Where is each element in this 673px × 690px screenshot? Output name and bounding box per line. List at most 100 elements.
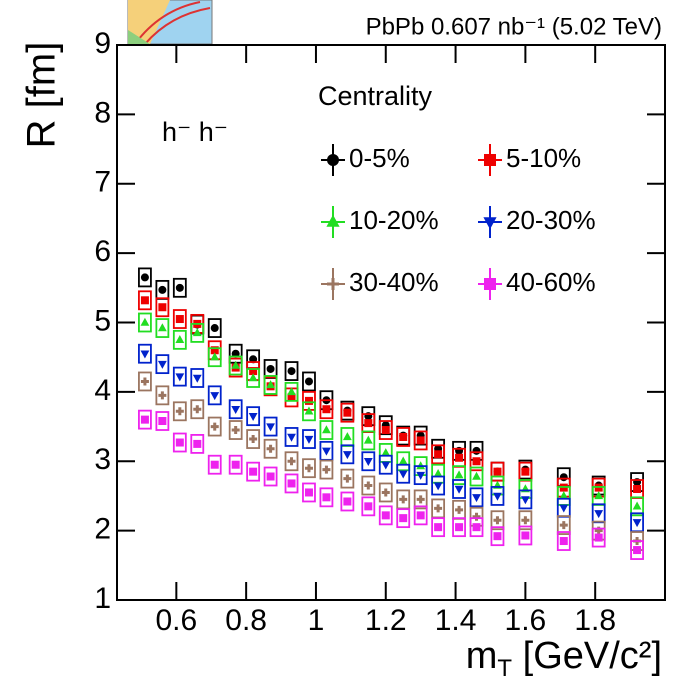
logo <box>127 0 213 45</box>
annotation: h⁻ h⁻ <box>162 117 228 147</box>
marker <box>381 511 390 520</box>
marker <box>472 446 481 455</box>
marker <box>363 458 373 467</box>
systematic-box <box>172 329 187 350</box>
systematic-box <box>207 385 222 406</box>
marker <box>140 296 149 305</box>
systematic-box <box>138 312 152 333</box>
marker <box>484 154 496 166</box>
marker <box>287 479 296 488</box>
x-tick-label: 1.2 <box>365 604 407 637</box>
y-tick-label: 9 <box>94 27 111 60</box>
marker <box>472 523 481 532</box>
marker <box>433 482 443 491</box>
marker <box>559 521 568 530</box>
marker <box>192 328 202 337</box>
systematic-box <box>452 465 466 486</box>
systematic-box <box>302 401 316 422</box>
marker <box>416 471 426 480</box>
marker <box>472 457 481 466</box>
systematic-box <box>228 420 243 440</box>
marker <box>381 448 391 457</box>
marker <box>416 511 425 520</box>
marker <box>158 391 167 400</box>
marker <box>322 465 331 474</box>
legend-label: 40-60% <box>506 267 596 297</box>
systematic-box <box>518 525 533 546</box>
systematic-box <box>396 508 411 529</box>
marker <box>343 474 352 483</box>
systematic-box <box>319 459 334 480</box>
y-tick-label: 4 <box>94 374 111 407</box>
systematic-box <box>413 505 428 526</box>
marker <box>633 485 642 493</box>
marker <box>434 450 443 459</box>
systematic-box <box>431 475 446 496</box>
marker <box>322 425 331 434</box>
systematic-box <box>340 468 355 489</box>
y-tick-label: 2 <box>94 513 111 546</box>
systematic-box <box>469 517 484 538</box>
systematic-box <box>413 465 428 486</box>
systematic-box <box>172 277 187 298</box>
marker <box>266 364 275 373</box>
systematic-box <box>556 515 571 535</box>
marker <box>493 492 502 501</box>
systematic-box <box>302 371 316 392</box>
systematic-box <box>138 343 152 364</box>
marker <box>192 374 202 383</box>
marker <box>342 432 352 441</box>
marker <box>231 360 241 369</box>
systematic-box <box>172 432 187 453</box>
marker <box>559 473 568 482</box>
systematic-box <box>630 540 644 560</box>
marker <box>559 491 569 500</box>
marker <box>304 377 313 386</box>
marker <box>287 433 296 442</box>
y-axis-title: R [fm] <box>20 42 64 149</box>
systematic-box <box>302 458 316 479</box>
marker <box>493 532 502 541</box>
marker <box>455 453 464 462</box>
marker <box>559 537 568 546</box>
systematic-box <box>378 454 393 475</box>
systematic-box <box>396 427 411 447</box>
marker <box>326 214 340 227</box>
marker <box>210 346 219 355</box>
marker <box>472 471 481 480</box>
marker <box>398 456 408 465</box>
marker <box>559 504 569 513</box>
marker <box>521 516 530 525</box>
marker <box>175 283 184 292</box>
systematic-box <box>228 399 243 420</box>
systematic-box <box>518 489 533 510</box>
systematic-box <box>413 489 428 510</box>
marker <box>520 496 530 505</box>
systematic-box <box>207 416 222 437</box>
marker <box>193 439 202 448</box>
systematic-box <box>518 510 533 531</box>
marker <box>434 523 443 532</box>
marker <box>521 467 530 476</box>
marker <box>231 406 241 415</box>
systematic-box <box>228 355 243 376</box>
marker <box>158 285 167 294</box>
marker <box>364 481 373 490</box>
marker <box>140 350 150 359</box>
marker <box>594 533 603 542</box>
x-tick-label: 1.4 <box>435 604 477 637</box>
x-tick-label: 0.8 <box>225 604 267 637</box>
marker <box>248 412 258 421</box>
systematic-box <box>361 475 376 496</box>
systematic-box <box>190 323 205 343</box>
marker <box>322 493 331 502</box>
legend-label: 5-10% <box>506 143 581 173</box>
marker <box>304 396 313 405</box>
marker <box>454 470 464 479</box>
systematic-box <box>319 420 334 440</box>
systematic-box <box>172 309 187 329</box>
systematic-box <box>378 482 393 503</box>
systematic-box <box>190 368 205 388</box>
y-tick-label: 1 <box>94 582 111 615</box>
